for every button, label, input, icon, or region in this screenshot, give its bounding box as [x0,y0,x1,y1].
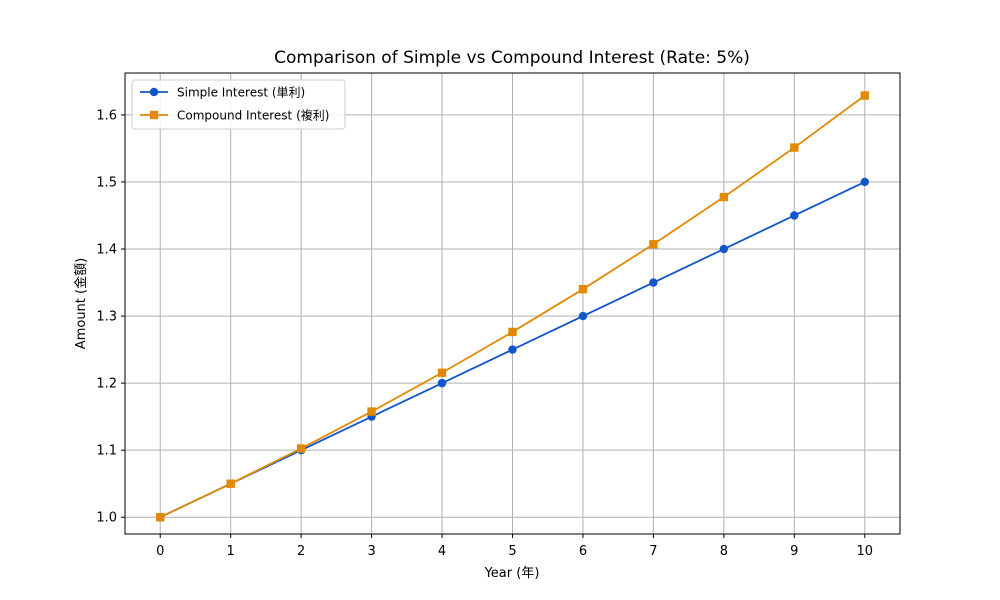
data-point [156,513,165,522]
data-point [860,177,869,187]
data-point [790,143,799,152]
series-1 [156,91,869,522]
data-point [578,311,588,321]
y-tick-label: 1.6 [96,108,117,123]
data-point [508,345,517,354]
data-point [367,407,376,416]
legend-label: Compound Interest (複利) [177,108,329,123]
y-tick-label: 1.0 [96,511,117,526]
data-point [437,368,447,377]
data-point [649,240,658,249]
y-tick-label: 1.1 [96,444,117,459]
legend-swatch-marker [149,87,159,97]
data-point [296,444,306,453]
x-tick-label: 1 [227,544,235,559]
data-point [226,479,235,488]
data-point [719,192,729,202]
y-tick-label: 1.4 [96,243,117,258]
data-point [860,91,869,100]
ticks-layer: 0 1 2 3 4 5 6 7 8 9 10 1.0 1.1 1.2 1.3 1.4 1.5 1.6 [96,108,873,559]
x-tick-label: 0 [156,544,164,559]
y-tick-label: 1.5 [96,175,117,190]
x-tick-label: 8 [720,544,728,559]
data-point [790,211,799,220]
y-tick-label: 1.2 [96,377,117,392]
legend-swatch-marker [149,110,159,120]
data-point [719,244,729,254]
x-tick-label: 9 [790,544,798,559]
grid-layer [125,73,900,534]
x-tick-label: 7 [649,544,657,559]
x-tick-label: 6 [579,544,587,559]
data-point [578,284,588,294]
x-tick-label: 10 [856,544,873,559]
x-axis-label: Year (年) [484,566,540,581]
chart-title: Comparison of Simple vs Compound Interes… [274,48,750,68]
x-tick-label: 5 [508,544,516,559]
x-tick-label: 4 [438,544,446,559]
data-point [437,378,447,388]
series-layer [156,91,869,522]
legend: Simple Interest (単利) Compound Interest (… [131,79,346,130]
data-point [508,327,517,337]
legend-frame [131,79,346,130]
x-tick-label: 3 [367,544,375,559]
y-axis-label: Amount (金額) [73,258,89,349]
legend-label: Simple Interest (単利) [177,86,305,100]
data-point [649,278,658,287]
y-tick-label: 1.3 [96,310,117,325]
x-tick-label: 2 [297,544,305,559]
